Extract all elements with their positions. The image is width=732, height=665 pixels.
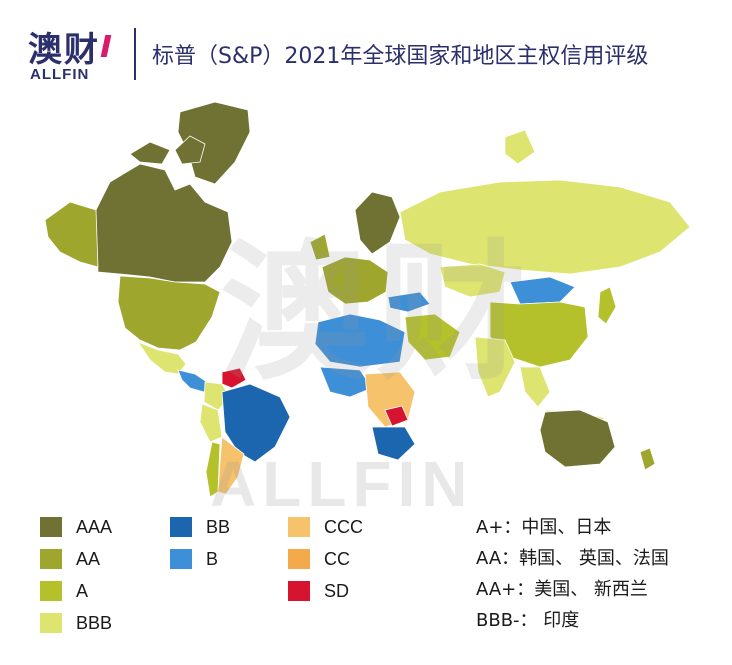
- legend-item-a: A: [40, 579, 88, 603]
- legend-label: A: [76, 580, 89, 601]
- header-divider: [134, 28, 136, 80]
- legend-swatch: [40, 517, 62, 537]
- region-Canada: [129, 141, 171, 165]
- region-Mexico: [136, 341, 187, 375]
- legend-item-bb: BB: [170, 515, 230, 539]
- legend-item-bbb: BBB: [40, 611, 112, 635]
- region-Middle East: [404, 313, 461, 361]
- region-Peru: [199, 403, 223, 443]
- region-New Zealand: [639, 447, 656, 471]
- region-Kazakhstan: [439, 263, 506, 298]
- legend-swatch: [170, 517, 192, 537]
- region-Japan: [597, 286, 617, 325]
- region-Western Europe: [309, 233, 331, 261]
- region-Zambia: [384, 405, 409, 427]
- region-Argentina: [217, 436, 245, 495]
- region-Southern Africa: [371, 426, 416, 461]
- region-Alaska: [44, 201, 99, 268]
- legend-item-b: B: [170, 547, 218, 571]
- legend-item-cc: CC: [288, 547, 350, 571]
- region-Western Europe: [321, 256, 389, 305]
- legend-item-sd: SD: [288, 579, 349, 603]
- region-Turkey: [387, 291, 431, 313]
- region-Russia: [504, 129, 536, 165]
- legend-item-ccc: CCC: [288, 515, 363, 539]
- region-Scandinavia: [354, 191, 401, 255]
- region-North Africa: [314, 313, 406, 368]
- region-Canada: [174, 135, 206, 165]
- legend-swatch: [170, 549, 192, 569]
- legend-swatch: [288, 549, 310, 569]
- region-Brazil: [221, 383, 291, 463]
- note-a-plus: A+：中国、日本: [476, 517, 612, 538]
- note-bbb-minus: BBB-： 印度: [476, 610, 580, 631]
- legend-label: B: [206, 548, 219, 569]
- legend-swatch: [288, 581, 310, 601]
- legend-item-aaa: AAA: [40, 515, 112, 539]
- legend-item-aa: AA: [40, 547, 100, 571]
- world-map-svg: [44, 101, 691, 498]
- rating-notes: A+：中国、日本 AA：韩国、 英国、法国 AA+：美国、 新西兰 BBB-： …: [476, 512, 732, 636]
- legend-label: BB: [206, 516, 231, 537]
- region-Southeast Asia: [519, 366, 551, 408]
- legend-swatch: [40, 581, 62, 601]
- logo-subtext: ALLFIN: [30, 66, 90, 83]
- note-aa-plus: AA+：美国、 新西兰: [476, 579, 648, 600]
- region-West Africa: [319, 366, 373, 398]
- legend-label: SD: [324, 580, 350, 601]
- region-Chile: [205, 441, 221, 498]
- logo-text: 澳财: [28, 30, 100, 70]
- legend-swatch: [40, 613, 62, 633]
- region-Mongolia: [509, 276, 576, 305]
- legend-label: BBB: [76, 612, 113, 633]
- legend-label: CCC: [324, 516, 363, 537]
- legend: AAA AA A BBB BB B CCC CC SD: [0, 505, 732, 665]
- region-Canada: [94, 163, 233, 283]
- region-Central America: [177, 369, 211, 393]
- legend-label: AA: [76, 548, 101, 569]
- note-aa: AA：韩国、 英国、法国: [476, 548, 669, 569]
- region-Venezuela: [221, 367, 247, 389]
- region-Russia: [399, 179, 691, 275]
- page-title: 标普（S&P）2021年全球国家和地区主权信用评级: [152, 44, 649, 69]
- region-India: [474, 336, 516, 398]
- legend-label: CC: [324, 548, 350, 569]
- legend-swatch: [288, 517, 310, 537]
- region-United States: [117, 275, 221, 351]
- legend-swatch: [40, 549, 62, 569]
- header: 澳财 ALLFIN 标普（S&P）2021年全球国家和地区主权信用评级: [0, 0, 732, 92]
- world-map: 澳财 ALLFIN: [0, 92, 732, 520]
- legend-label: AAA: [76, 516, 113, 537]
- logo-accent-mark: [100, 35, 112, 57]
- region-Australia: [539, 409, 616, 468]
